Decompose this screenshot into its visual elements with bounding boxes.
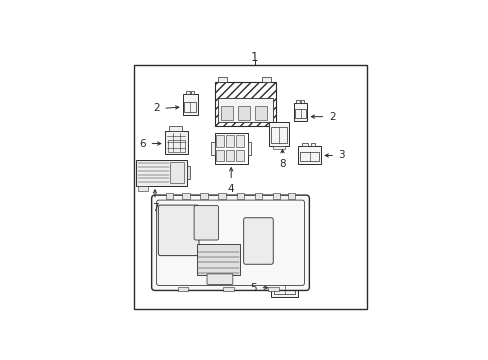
Bar	[270, 127, 287, 143]
FancyBboxPatch shape	[158, 205, 199, 256]
Bar	[223, 287, 233, 291]
Bar	[184, 102, 196, 112]
Text: 2: 2	[328, 112, 335, 122]
Bar	[217, 98, 272, 122]
Bar	[272, 193, 280, 199]
Bar	[218, 193, 225, 199]
Text: 5: 5	[250, 283, 257, 293]
Text: 7: 7	[151, 203, 158, 213]
Bar	[217, 77, 226, 82]
Bar	[197, 244, 239, 275]
Bar	[226, 150, 233, 161]
Bar	[191, 91, 194, 94]
Bar	[296, 100, 299, 103]
Bar	[236, 150, 243, 161]
Bar	[310, 143, 315, 146]
Bar	[214, 133, 247, 164]
Bar	[272, 146, 285, 149]
Text: 1: 1	[250, 51, 258, 64]
Bar	[183, 94, 198, 115]
Bar	[254, 107, 266, 120]
Bar	[236, 193, 244, 199]
FancyBboxPatch shape	[243, 218, 273, 264]
Bar	[236, 135, 243, 147]
Bar	[182, 193, 189, 199]
Bar	[134, 66, 366, 309]
Bar	[302, 143, 308, 146]
Bar	[268, 122, 289, 146]
Text: 2: 2	[153, 103, 160, 113]
Bar	[287, 193, 295, 199]
Bar	[186, 166, 190, 179]
FancyBboxPatch shape	[206, 274, 232, 284]
Bar	[135, 159, 186, 186]
Text: 3: 3	[338, 150, 345, 161]
Bar	[285, 275, 290, 279]
Text: 8: 8	[279, 159, 285, 169]
Bar	[300, 152, 318, 161]
FancyBboxPatch shape	[151, 195, 309, 291]
Bar	[297, 146, 321, 164]
Bar	[214, 82, 275, 126]
Bar	[210, 143, 214, 155]
Bar	[185, 91, 189, 94]
Bar	[237, 107, 249, 120]
Bar	[177, 287, 188, 291]
Bar	[273, 285, 294, 294]
Text: 4: 4	[227, 184, 234, 194]
Bar	[165, 193, 173, 199]
Bar	[271, 279, 297, 297]
Bar	[294, 109, 305, 118]
Bar	[170, 162, 184, 183]
Bar	[226, 135, 233, 147]
Bar	[262, 77, 271, 82]
Bar	[276, 275, 283, 279]
Bar	[293, 103, 307, 121]
Bar	[254, 193, 262, 199]
FancyBboxPatch shape	[194, 206, 218, 240]
Bar	[216, 135, 223, 147]
Bar	[169, 126, 182, 131]
Bar	[164, 131, 188, 154]
Text: 6: 6	[139, 139, 146, 149]
Bar	[220, 107, 232, 120]
Bar	[168, 140, 184, 152]
Bar	[301, 100, 304, 103]
Bar	[216, 150, 223, 161]
Bar	[138, 186, 148, 191]
Bar	[200, 193, 207, 199]
Bar	[214, 82, 275, 126]
Bar	[247, 143, 251, 155]
Bar	[268, 287, 278, 291]
